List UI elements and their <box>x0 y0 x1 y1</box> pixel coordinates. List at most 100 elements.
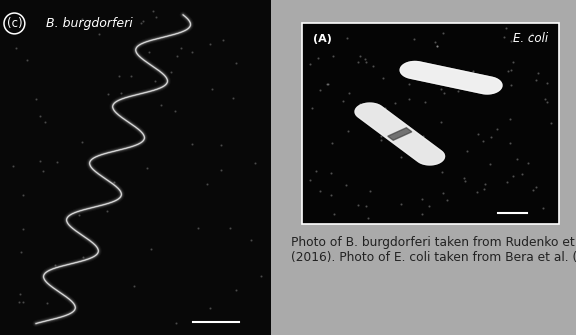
Point <box>492 126 501 132</box>
Point <box>78 255 88 260</box>
Point <box>149 8 158 13</box>
Point <box>404 82 414 87</box>
Point <box>208 86 217 91</box>
Point <box>218 37 228 43</box>
Bar <box>0 0 271 335</box>
Point <box>432 44 441 49</box>
Point <box>361 56 370 61</box>
Point <box>531 185 540 190</box>
Point <box>503 68 513 74</box>
Point <box>518 171 527 177</box>
Point <box>150 79 160 84</box>
Point <box>94 31 103 37</box>
Point <box>419 133 428 138</box>
Point <box>127 73 136 78</box>
Point <box>439 31 448 36</box>
Point <box>354 59 363 65</box>
Point <box>18 226 28 231</box>
Point <box>376 121 385 127</box>
Point <box>363 216 373 221</box>
Point <box>17 250 26 255</box>
Point <box>438 191 447 196</box>
Point <box>203 181 212 187</box>
Point <box>377 134 386 139</box>
Point <box>103 208 112 213</box>
Point <box>538 205 547 211</box>
Point <box>437 170 446 175</box>
Point <box>187 49 196 55</box>
Point <box>139 19 148 24</box>
Point <box>115 74 124 79</box>
Point <box>506 38 515 44</box>
Point <box>354 202 363 208</box>
Point <box>546 120 555 125</box>
Point <box>432 43 441 49</box>
Point <box>171 321 180 326</box>
Point <box>78 139 87 144</box>
Point <box>375 118 384 123</box>
Point <box>217 142 226 148</box>
Point <box>378 76 387 81</box>
Point <box>144 50 153 55</box>
Point <box>231 287 240 292</box>
Point <box>468 69 478 74</box>
Point <box>327 193 336 198</box>
Point <box>528 188 537 193</box>
Point <box>531 78 540 83</box>
Point <box>170 109 180 114</box>
Point <box>9 163 18 169</box>
Point <box>341 182 350 187</box>
Point <box>396 154 405 159</box>
Point <box>361 60 370 65</box>
Point <box>460 175 469 181</box>
Point <box>40 120 50 125</box>
Point <box>151 15 161 20</box>
Point <box>425 203 434 209</box>
Point <box>533 71 543 76</box>
Point <box>391 129 400 134</box>
Point <box>305 177 314 183</box>
Point <box>216 167 225 173</box>
Point <box>410 37 419 42</box>
Point <box>343 128 353 133</box>
Point <box>329 211 339 216</box>
Point <box>109 180 119 185</box>
Point <box>461 84 471 90</box>
Point <box>74 212 84 217</box>
Bar <box>302 23 559 224</box>
Point <box>314 55 323 60</box>
Point <box>12 45 21 51</box>
Point <box>473 189 482 194</box>
Polygon shape <box>355 103 445 165</box>
Point <box>439 90 449 95</box>
Point <box>104 92 113 97</box>
Point <box>16 291 25 297</box>
Point <box>156 103 165 108</box>
Point <box>19 193 28 198</box>
Point <box>420 100 430 105</box>
Text: E. coli: E. coli <box>513 32 548 45</box>
Point <box>391 100 400 106</box>
Point <box>343 36 352 41</box>
Point <box>486 161 495 167</box>
Point <box>543 80 552 85</box>
Point <box>256 273 266 278</box>
Text: B. burgdorferi: B. burgdorferi <box>46 17 133 30</box>
Point <box>506 68 516 73</box>
Point <box>39 169 48 174</box>
Point <box>480 182 489 187</box>
Polygon shape <box>400 62 502 94</box>
Point <box>19 299 28 304</box>
Point <box>355 102 365 107</box>
Point <box>187 141 196 146</box>
Point <box>404 96 413 102</box>
Point <box>505 141 514 146</box>
Point <box>311 169 320 174</box>
Point <box>142 165 151 171</box>
Text: (A): (A) <box>313 34 332 44</box>
Point <box>172 53 181 59</box>
Point <box>528 31 537 37</box>
Point <box>499 34 509 40</box>
Point <box>116 90 126 95</box>
Point <box>442 198 451 203</box>
